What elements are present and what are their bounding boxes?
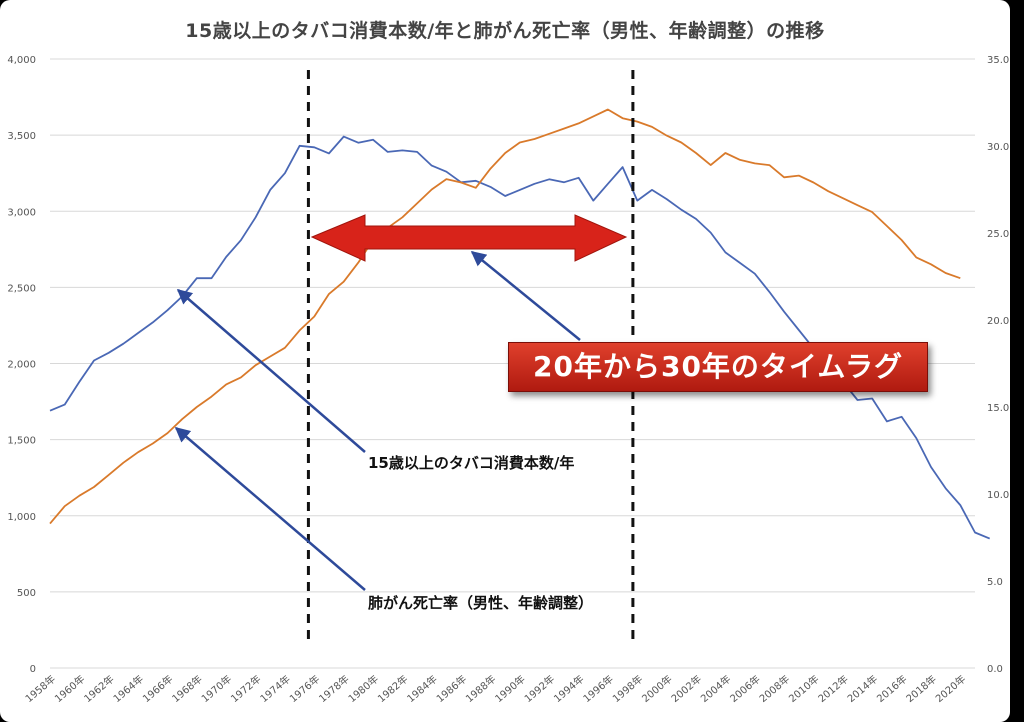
x-tick-label: 1984年 xyxy=(404,672,440,705)
left-tick-label: 500 xyxy=(17,588,36,599)
x-tick-label: 1990年 xyxy=(492,672,528,705)
cancer-series-label: 肺がん死亡率（男性、年齢調整） xyxy=(368,594,594,612)
x-tick-label: 1958年 xyxy=(22,672,58,705)
x-tick-label: 1998年 xyxy=(610,672,646,705)
right-tick-label: 5.0 xyxy=(987,577,1003,588)
x-tick-label: 2000年 xyxy=(639,672,675,705)
right-tick-label: 10.0 xyxy=(987,490,1009,501)
right-tick-label: 20.0 xyxy=(987,316,1009,327)
left-tick-label: 0 xyxy=(30,664,36,675)
left-tick-label: 1,500 xyxy=(7,436,36,447)
x-tick-label: 1970年 xyxy=(199,672,235,705)
x-tick-label: 1982年 xyxy=(375,672,411,705)
x-tick-label: 2014年 xyxy=(845,672,881,705)
x-tick-label: 1960年 xyxy=(52,672,88,705)
cigarette-consumption-line xyxy=(49,135,991,540)
left-tick-label: 3,500 xyxy=(7,131,36,142)
cigarette-series-label: 15歳以上のタバコ消費本数/年 xyxy=(368,454,575,472)
right-axis-ticks: 0.0 5.0 10.0 15.0 20.0 25.0 30.0 35.0 xyxy=(987,55,1009,675)
x-tick-label: 2002年 xyxy=(668,672,704,705)
x-tick-label: 2004年 xyxy=(698,672,734,705)
x-tick-label: 2020年 xyxy=(933,672,969,705)
left-tick-label: 2,500 xyxy=(7,283,36,294)
right-tick-label: 30.0 xyxy=(987,142,1009,153)
time-lag-callout: 20年から30年のタイムラグ xyxy=(508,342,928,392)
x-tick-label: 1992年 xyxy=(522,672,558,705)
x-tick-label: 1978年 xyxy=(316,672,352,705)
cigarette-pointer-arrow xyxy=(176,289,366,453)
x-tick-label: 1964年 xyxy=(111,672,147,705)
x-tick-label: 2008年 xyxy=(757,672,793,705)
x-tick-label: 1972年 xyxy=(228,672,264,705)
left-tick-label: 1,000 xyxy=(7,512,36,523)
x-tick-label: 1994年 xyxy=(551,672,587,705)
left-axis-ticks: 0 500 1,000 1,500 2,000 2,500 3,000 3,500 4,000 xyxy=(7,55,36,675)
right-tick-label: 25.0 xyxy=(987,229,1009,240)
annotation-layer xyxy=(174,70,635,640)
x-tick-label: 2016年 xyxy=(874,672,910,705)
right-tick-label: 35.0 xyxy=(987,55,1009,66)
x-tick-label: 1986年 xyxy=(434,672,470,705)
cancer-pointer-arrow xyxy=(174,427,366,591)
series-layer xyxy=(49,108,991,540)
chart-title: 15歳以上のタバコ消費本数/年と肺がん死亡率（男性、年齢調整）の推移 xyxy=(185,20,825,42)
x-tick-label: 1974年 xyxy=(257,672,293,705)
left-tick-label: 3,000 xyxy=(7,207,36,218)
x-tick-label: 1966年 xyxy=(140,672,176,705)
x-tick-label: 2018年 xyxy=(903,672,939,705)
time-lag-double-arrow xyxy=(310,214,628,262)
x-axis-ticks: 1958年1960年1962年1964年1966年1968年1970年1972年… xyxy=(22,672,968,705)
x-tick-label: 1976年 xyxy=(287,672,323,705)
x-tick-label: 1996年 xyxy=(580,672,616,705)
x-tick-label: 1962年 xyxy=(81,672,117,705)
right-tick-label: 0.0 xyxy=(987,664,1003,675)
right-tick-label: 15.0 xyxy=(987,403,1009,414)
lung-cancer-rate-line xyxy=(49,108,961,525)
x-tick-label: 2010年 xyxy=(786,672,822,705)
x-tick-label: 1988年 xyxy=(463,672,499,705)
left-tick-label: 2,000 xyxy=(7,360,36,371)
x-tick-label: 1968年 xyxy=(169,672,205,705)
lag-pointer-arrow xyxy=(470,251,581,341)
x-tick-label: 1980年 xyxy=(345,672,381,705)
x-tick-label: 2012年 xyxy=(815,672,851,705)
x-tick-label: 2006年 xyxy=(727,672,763,705)
left-tick-label: 4,000 xyxy=(7,55,36,66)
